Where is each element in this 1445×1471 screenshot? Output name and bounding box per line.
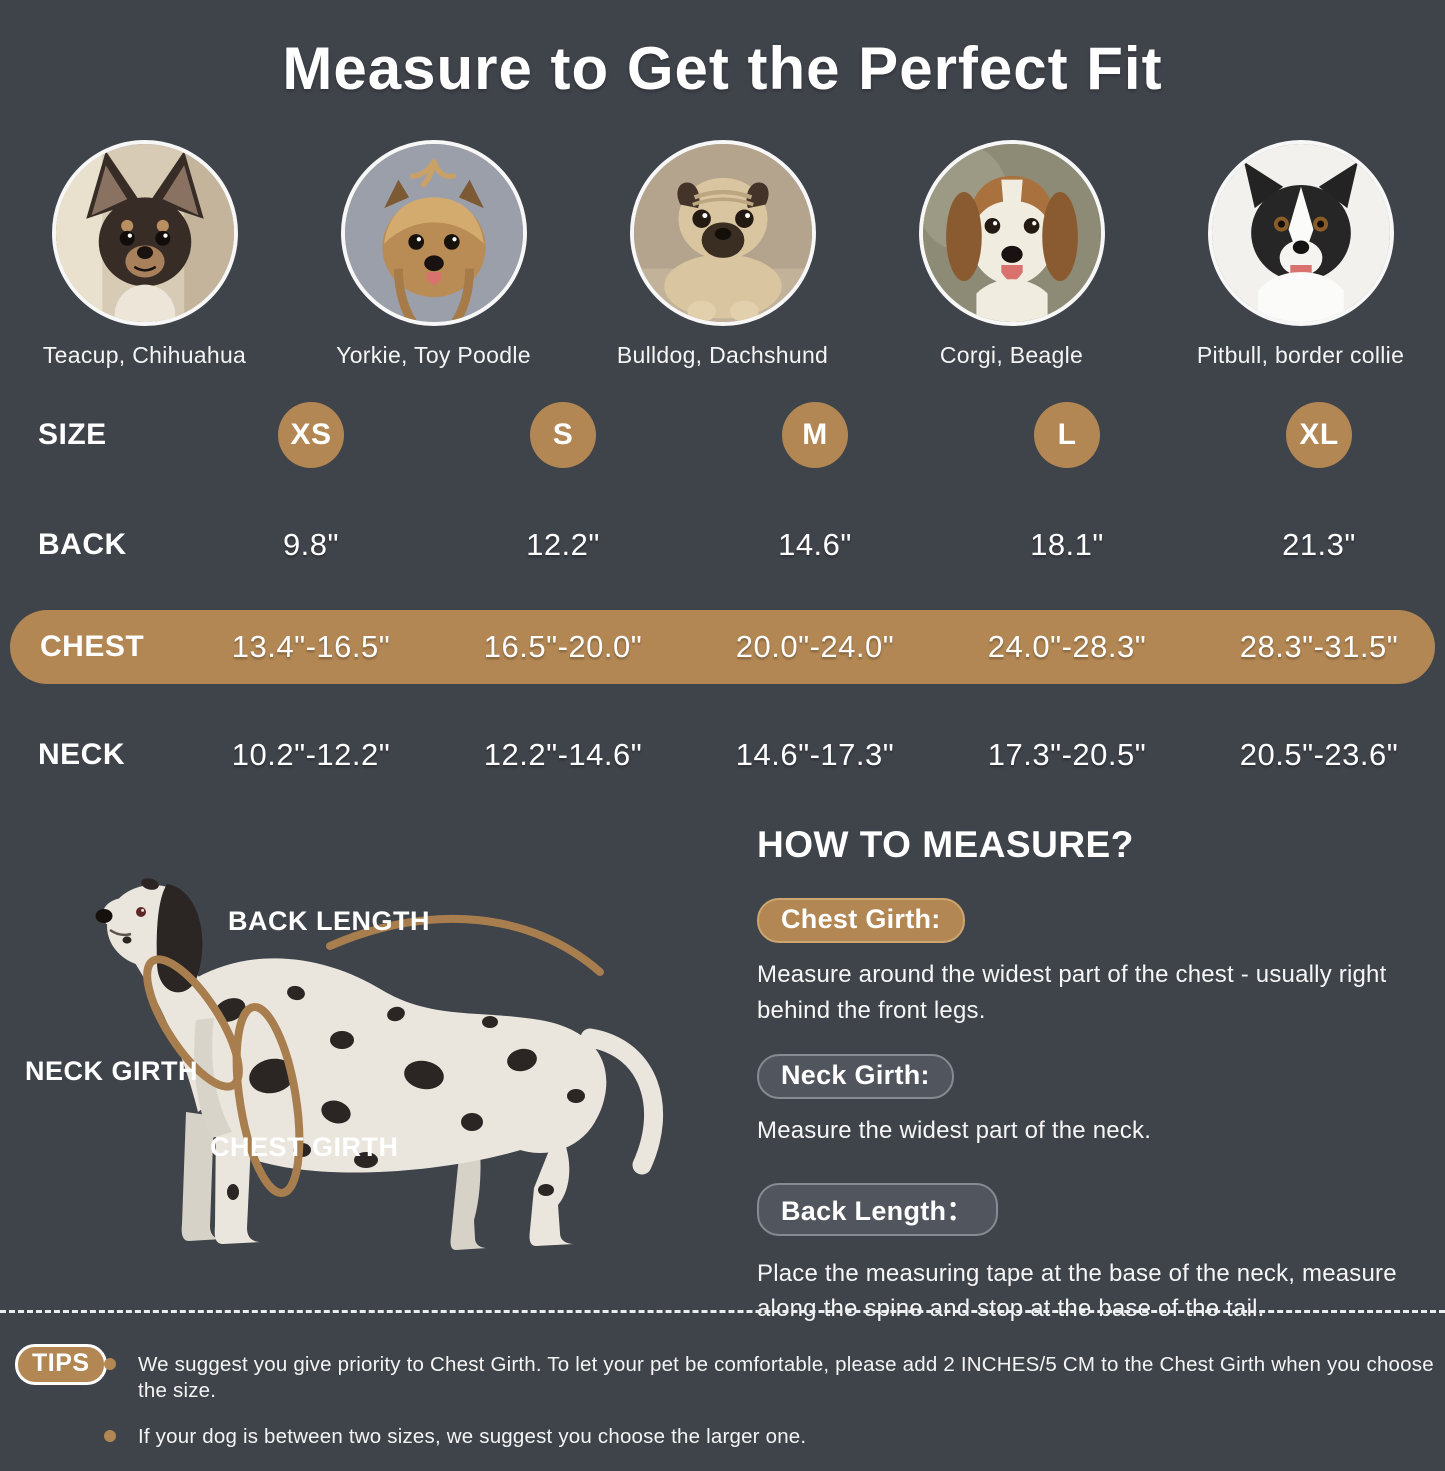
beagle-photo <box>918 140 1105 326</box>
chest-value: 13.4"-16.5" <box>231 629 391 664</box>
dashed-divider <box>0 1310 1445 1313</box>
dalmatian-diagram-icon <box>95 878 664 1250</box>
neck-value: 12.2"-14.6" <box>483 737 643 772</box>
pug-photo <box>629 140 816 326</box>
breed-item-xs: Teacup, Chihuahua <box>0 140 289 369</box>
breed-label: Teacup, Chihuahua <box>42 342 247 368</box>
breed-label: Yorkie, Toy Poodle <box>336 342 531 368</box>
back-length-description: Place the measuring tape at the base of … <box>757 1259 1397 1323</box>
back-value: 14.6" <box>778 527 852 562</box>
neck-girth-label: NECK GIRTH <box>25 1056 198 1086</box>
row-label-chest: CHEST <box>40 630 145 663</box>
how-to-measure-title: HOW TO MEASURE? <box>757 824 1134 865</box>
size-row: SIZE XS S M L XL <box>0 401 1445 469</box>
bullet-dot-icon <box>104 1358 116 1370</box>
back-value: 18.1" <box>1030 527 1104 562</box>
chest-value: 24.0"-28.3" <box>987 629 1147 664</box>
neck-value: 14.6"-17.3" <box>735 737 895 772</box>
chihuahua-photo <box>51 140 238 326</box>
row-label-back: BACK <box>38 528 127 561</box>
yorkie-illustration-icon <box>344 144 523 322</box>
size-badge-l: L <box>1034 402 1100 468</box>
how-to-measure-section: HOW TO MEASURE? Chest Girth: Measure aro… <box>757 824 1433 1327</box>
back-value: 12.2" <box>526 527 600 562</box>
tip-text: If your dog is between two sizes, we sug… <box>138 1425 807 1449</box>
chest-girth-pill: Chest Girth: <box>757 898 965 943</box>
yorkie-photo <box>340 140 527 326</box>
breed-item-m: Bulldog, Dachshund <box>578 140 867 369</box>
chest-value: 16.5"-20.0" <box>483 629 643 664</box>
pug-illustration-icon <box>633 144 812 322</box>
breed-item-l: Corgi, Beagle <box>867 140 1156 369</box>
back-value: 21.3" <box>1282 527 1356 562</box>
neck-value: 20.5"-23.6" <box>1239 737 1399 772</box>
neck-value: 10.2"-12.2" <box>231 737 391 772</box>
tips-list: We suggest you give priority to Chest Gi… <box>104 1352 1437 1471</box>
tip-text: We suggest you give priority to Chest Gi… <box>138 1353 1434 1402</box>
tip-item: If your dog is between two sizes, we sug… <box>104 1424 1437 1450</box>
breed-item-s: Yorkie, Toy Poodle <box>289 140 578 369</box>
border-collie-illustration-icon <box>1211 144 1390 322</box>
chest-girth-description: Measure around the widest part of the ch… <box>757 961 1387 1024</box>
chest-row-highlight: CHEST 13.4"-16.5" 16.5"-20.0" 20.0"-24.0… <box>10 610 1435 684</box>
back-row: BACK 9.8" 12.2" 14.6" 18.1" 21.3" <box>0 513 1445 577</box>
bullet-dot-icon <box>104 1430 116 1443</box>
size-badge-s: S <box>530 402 596 468</box>
measurement-diagram: BACK LENGTH NECK GIRTH CHEST GIRTH <box>0 860 740 1300</box>
back-length-label: BACK LENGTH <box>228 906 430 936</box>
border-collie-photo <box>1207 140 1394 326</box>
tips-badge: TIPS <box>15 1344 107 1385</box>
size-badge-xs: XS <box>278 402 344 468</box>
neck-row: NECK 10.2"-12.2" 12.2"-14.6" 14.6"-17.3"… <box>0 723 1445 787</box>
neck-girth-description: Measure the widest part of the neck. <box>757 1117 1152 1145</box>
neck-value: 17.3"-20.5" <box>987 737 1147 772</box>
size-badge-xl: XL <box>1286 402 1352 468</box>
chihuahua-illustration-icon <box>55 144 234 322</box>
chest-girth-label: CHEST GIRTH <box>210 1132 399 1162</box>
back-value: 9.8" <box>282 527 340 562</box>
row-label-neck: NECK <box>38 738 126 771</box>
breed-label: Corgi, Beagle <box>939 342 1084 368</box>
row-label-size: SIZE <box>38 418 107 451</box>
tip-item: We suggest you give priority to Chest Gi… <box>104 1352 1437 1403</box>
back-length-pill: Back Length： <box>757 1182 998 1236</box>
size-badge-m: M <box>782 402 848 468</box>
breed-item-xl: Pitbull, border collie <box>1156 140 1445 369</box>
page-title: Measure to Get the Perfect Fit <box>282 35 1163 102</box>
breed-label: Bulldog, Dachshund <box>616 342 829 368</box>
chest-value: 28.3"-31.5" <box>1239 629 1399 664</box>
neck-girth-pill: Neck Girth: <box>757 1054 954 1100</box>
breed-photo-row: Teacup, Chihuahua Yorkie, Toy Poodle <box>0 140 1445 369</box>
beagle-illustration-icon <box>922 144 1101 322</box>
breed-label: Pitbull, border collie <box>1196 342 1405 368</box>
chest-value: 20.0"-24.0" <box>735 629 895 664</box>
